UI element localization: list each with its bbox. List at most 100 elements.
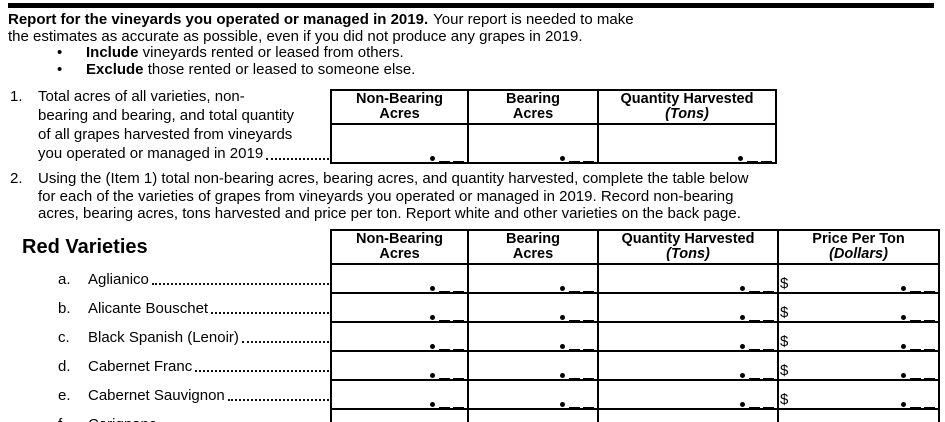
top-rule [8, 3, 934, 8]
item-1-line-text: you operated or managed in 2019 [38, 145, 264, 162]
row-d-nonbearing-acres-entry[interactable] [430, 373, 464, 381]
variety-letter: f. [58, 416, 88, 422]
item1-nonbearing-acres-entry[interactable] [430, 156, 464, 164]
row-b-bearing-acres-entry[interactable] [560, 315, 594, 323]
row-d-quantity-harvested-entry[interactable] [740, 373, 774, 381]
decimal-point-icon [560, 286, 565, 291]
dot-leader [227, 399, 329, 401]
row-e-nonbearing-acres-entry[interactable] [430, 402, 464, 410]
variety-name: Cabernet Sauvignon [88, 387, 225, 404]
row-a-nonbearing-acres-entry[interactable] [430, 286, 464, 294]
item-1-line: of all grapes harvested from vineyards [38, 126, 293, 143]
row-c-quantity-harvested-entry[interactable] [740, 344, 774, 352]
entry-underscore [924, 349, 935, 352]
item-1-number: 1. [10, 88, 23, 105]
entry-underscore [439, 320, 450, 323]
red-table-row: $ [332, 381, 938, 410]
dot-leader [211, 312, 329, 314]
entry-cell [332, 294, 469, 323]
column-header-line1: Quantity Harvested [621, 231, 755, 247]
row-d-bearing-acres-entry[interactable] [560, 373, 594, 381]
item-2-number: 2. [10, 170, 23, 187]
dollar-sign: $ [780, 362, 789, 379]
variety-row: e. Cabernet Sauvignon [8, 377, 330, 406]
entry-underscore [439, 349, 450, 352]
decimal-point-icon [740, 344, 745, 349]
entry-underscore [569, 407, 580, 410]
item-1-line: Total acres of all varieties, non- [38, 88, 245, 105]
column-header-line1: Non-Bearing [356, 231, 443, 247]
entry-cell [469, 381, 599, 410]
row-a-bearing-acres-entry[interactable] [560, 286, 594, 294]
entry-cell [469, 125, 599, 164]
dot-leader [195, 370, 329, 372]
column-header-line1: Bearing [506, 231, 560, 247]
column-header-line2: Acres [379, 246, 420, 262]
entry-underscore [569, 378, 580, 381]
entry-underscore [453, 349, 464, 352]
include-bullet: • Include vineyards rented or leased from… [8, 44, 938, 62]
row-d-price-per-ton-entry[interactable] [901, 373, 935, 381]
column-header-line2: Acres [512, 246, 554, 262]
entry-underscore [763, 378, 774, 381]
column-header-line2: (Dollars) [829, 246, 888, 262]
row-e-price-per-ton-entry[interactable] [901, 402, 935, 410]
dot-leader [151, 283, 329, 285]
item1-bearing-acres-entry[interactable] [560, 156, 594, 164]
column-header-line1: Bearing [506, 91, 560, 107]
row-a-quantity-harvested-entry[interactable] [740, 286, 774, 294]
red-table-row: $ [332, 265, 938, 294]
column-header: Quantity Harvested (Tons) [599, 231, 779, 263]
entry-cell: $ [779, 381, 938, 410]
include-rest: vineyards rented or leased from others. [138, 44, 404, 61]
entry-cell [599, 352, 779, 381]
exclude-word: Exclude [86, 60, 144, 78]
entry-underscore [910, 378, 921, 381]
row-a-price-per-ton-entry[interactable] [901, 286, 935, 294]
entry-cell [599, 265, 779, 294]
decimal-point-icon [430, 315, 435, 320]
entry-underscore [749, 291, 760, 294]
dollar-sign: $ [780, 391, 789, 408]
row-b-quantity-harvested-entry[interactable] [740, 315, 774, 323]
row-e-quantity-harvested-entry[interactable] [740, 402, 774, 410]
entry-cell [599, 323, 779, 352]
decimal-point-icon [740, 373, 745, 378]
row-b-price-per-ton-entry[interactable] [901, 315, 935, 323]
variety-letter: d. [58, 358, 71, 375]
decimal-point-icon [560, 315, 565, 320]
item-1-table-header-row: Non-Bearing Acres Bearing Acres Quantity Har… [332, 91, 775, 125]
entry-underscore [569, 161, 580, 164]
row-c-bearing-acres-entry[interactable] [560, 344, 594, 352]
item-2-text: Using the (Item 1) total non-bearing acr… [38, 170, 940, 223]
intro-lead-rest: Your report is needed to make [433, 11, 634, 28]
decimal-point-icon [560, 402, 565, 407]
red-table-row: $ [332, 352, 938, 381]
decimal-point-icon [901, 373, 906, 378]
entry-underscore [453, 407, 464, 410]
item-2-line: for each of the varieties of grapes from… [38, 187, 734, 205]
row-e-bearing-acres-entry[interactable] [560, 402, 594, 410]
variety-name: Carignane [88, 416, 157, 422]
entry-underscore [749, 349, 760, 352]
decimal-point-icon [740, 315, 745, 320]
row-c-price-per-ton-entry[interactable] [901, 344, 935, 352]
include-word: Include [86, 44, 139, 61]
entry-underscore [924, 378, 935, 381]
decimal-point-icon [560, 344, 565, 349]
item-1-line: you operated or managed in 2019 [38, 144, 330, 163]
entry-underscore [453, 320, 464, 323]
entry-underscore [439, 291, 450, 294]
decimal-point-icon [901, 315, 906, 320]
row-c-nonbearing-acres-entry[interactable] [430, 344, 464, 352]
red-table-row: $ [332, 294, 938, 323]
row-b-nonbearing-acres-entry[interactable] [430, 315, 464, 323]
entry-underscore [924, 320, 935, 323]
item1-quantity-harvested-entry[interactable] [738, 156, 772, 164]
decimal-point-icon [430, 286, 435, 291]
intro-lead-bold: Report for the vineyards you operated or… [8, 11, 429, 28]
variety-row: f.Carignane [8, 406, 330, 422]
decimal-point-icon [740, 286, 745, 291]
entry-cell [599, 294, 779, 323]
